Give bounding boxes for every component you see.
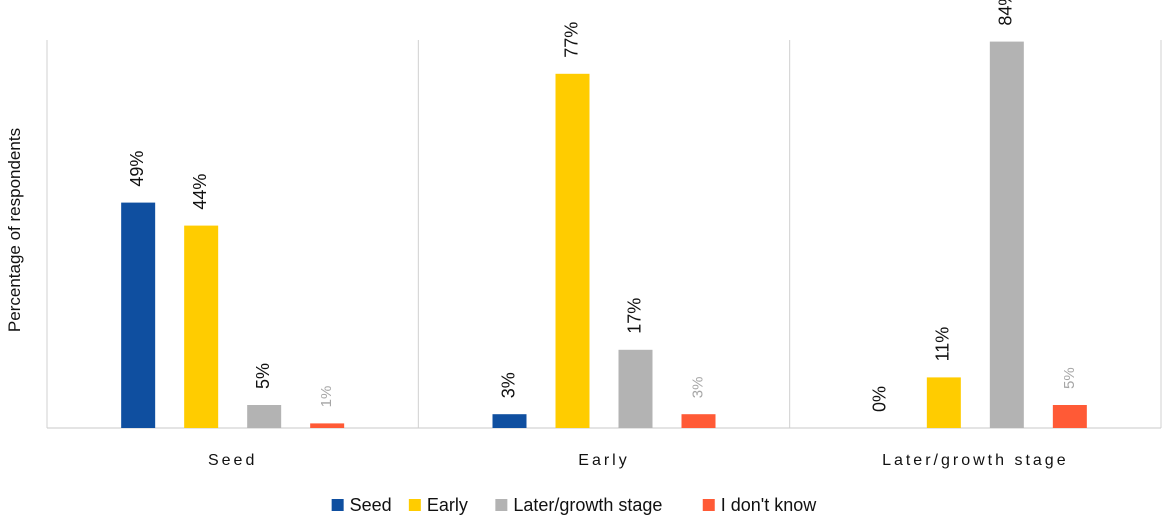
- category-label-seed: Seed: [208, 452, 257, 469]
- bar-seed-early: [184, 226, 218, 428]
- data-label-seed-seed: 49%: [127, 151, 147, 187]
- data-label-early-i-don-t-know: 3%: [689, 377, 706, 399]
- data-label-later-growth-stage-seed: 0%: [870, 386, 890, 412]
- bar-early-i-don-t-know: [682, 414, 716, 428]
- bar-early-seed: [493, 414, 527, 428]
- legend-label-i-don-t-know: I don't know: [721, 495, 817, 515]
- legend-swatch-later-growth-stage: [495, 499, 507, 511]
- data-label-later-growth-stage-later-growth-stage: 84%: [996, 0, 1016, 26]
- category-label-later-growth-stage: Later/growth stage: [882, 452, 1069, 469]
- legend-label-later-growth-stage: Later/growth stage: [513, 495, 662, 515]
- bar-later-growth-stage-early: [927, 377, 961, 428]
- bar-seed-seed: [121, 203, 155, 428]
- bar-seed-later-growth-stage: [247, 405, 281, 428]
- data-label-early-later-growth-stage: 17%: [624, 298, 644, 334]
- data-label-early-early: 77%: [561, 22, 581, 58]
- legend-label-seed: Seed: [350, 495, 392, 515]
- legend-swatch-early: [409, 499, 421, 511]
- data-label-later-growth-stage-early: 11%: [933, 327, 953, 362]
- bar-later-growth-stage-later-growth-stage: [990, 42, 1024, 428]
- data-label-later-growth-stage-i-don-t-know: 5%: [1061, 367, 1078, 389]
- legend-swatch-seed: [332, 499, 344, 511]
- legend-label-early: Early: [427, 495, 468, 515]
- data-label-early-seed: 3%: [498, 372, 518, 398]
- data-label-seed-later-growth-stage: 5%: [253, 363, 273, 389]
- legend: Seed Early Later/growth stage I don't know: [332, 495, 818, 515]
- data-label-seed-early: 44%: [190, 174, 210, 210]
- bar-early-later-growth-stage: [619, 350, 653, 428]
- bar-later-growth-stage-i-don-t-know: [1053, 405, 1087, 428]
- category-label-early: Early: [578, 452, 629, 469]
- bar-seed-i-don-t-know: [310, 423, 344, 428]
- bar-early-early: [556, 74, 590, 428]
- data-label-seed-i-don-t-know: 1%: [318, 386, 335, 408]
- legend-swatch-i-don-t-know: [703, 499, 715, 511]
- y-axis-label: Percentage of respondents: [5, 128, 24, 332]
- plot-area: Seed 49% 44% 5% 1% Early 3% 77% 17% 3% Later/growt…: [47, 0, 1161, 469]
